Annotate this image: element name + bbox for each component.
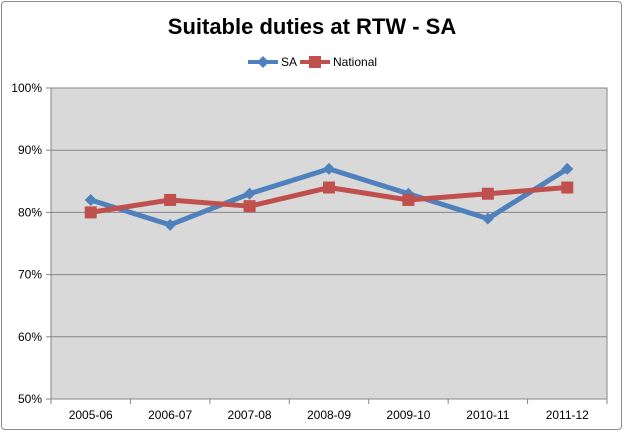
legend-label: SA [281, 55, 297, 69]
y-tick-label: 60% [18, 330, 42, 344]
data-point [243, 187, 256, 200]
series-group [84, 162, 574, 231]
y-tick-label: 50% [18, 392, 42, 406]
data-point [323, 162, 335, 175]
data-point [561, 181, 574, 194]
data-point [243, 200, 256, 213]
data-point [309, 56, 321, 68]
legend-label: National [333, 55, 377, 69]
y-axis: 50% 60% 70% 80% 90% 100% [11, 81, 51, 406]
x-tick-label: 2006-07 [148, 408, 192, 422]
gridlines [51, 149, 607, 338]
x-tick-label: 2010-11 [466, 408, 509, 422]
chart-title: Suitable duties at RTW - SA [168, 14, 457, 39]
x-axis: 2005-06 2006-07 2007-08 2008-09 2009-10 2010-… [50, 399, 608, 422]
y-tick-label: 70% [18, 268, 42, 282]
data-point [84, 206, 97, 219]
data-point [84, 193, 97, 206]
data-point [402, 193, 415, 206]
y-tick-label: 90% [18, 143, 42, 157]
data-point [323, 181, 335, 194]
data-point [481, 187, 494, 200]
x-tick-label: 2007-08 [228, 408, 272, 422]
data-point [481, 212, 494, 225]
legend-item: National [300, 55, 377, 69]
x-tick-label: 2011-12 [546, 408, 589, 422]
y-tick-label: 80% [18, 205, 42, 219]
x-tick-label: 2008-09 [307, 408, 351, 422]
legend-item: SA [248, 55, 297, 69]
x-tick-label: 2009-10 [386, 408, 430, 422]
data-point [164, 193, 177, 206]
x-tick-label: 2005-06 [69, 408, 113, 422]
data-point [561, 162, 574, 175]
chart-legend: SA National [248, 55, 377, 69]
data-point [164, 218, 177, 231]
plot-area [50, 87, 608, 400]
series-national [84, 181, 574, 219]
data-point [257, 56, 269, 68]
y-tick-label: 100% [11, 81, 42, 95]
